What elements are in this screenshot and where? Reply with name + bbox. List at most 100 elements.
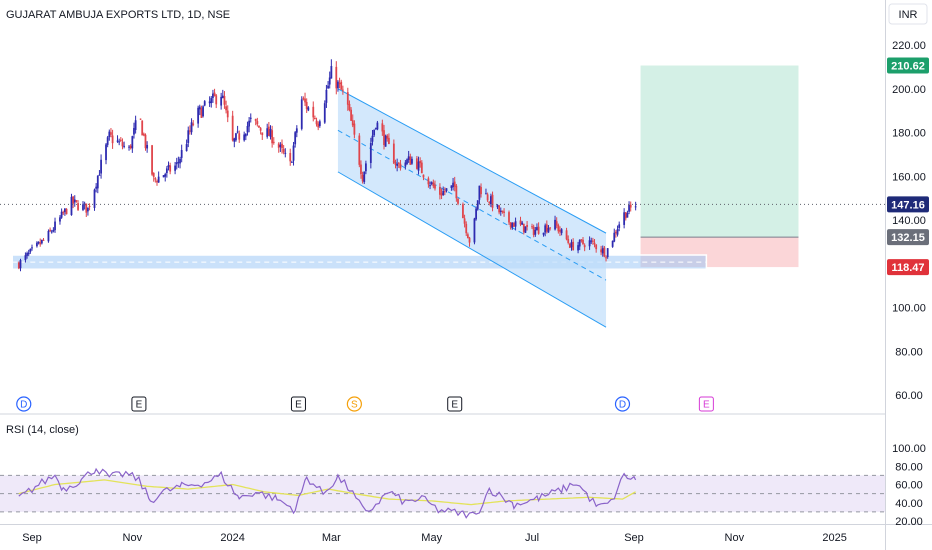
candle-body: [524, 226, 527, 233]
candle-body: [167, 165, 170, 168]
candle: [110, 128, 112, 138]
candle-body: [37, 241, 40, 244]
candle-body: [549, 227, 552, 229]
candle-body: [323, 103, 326, 123]
candle-body: [54, 221, 56, 231]
candle-body: [111, 135, 114, 144]
candle: [269, 125, 272, 140]
time-tick-label: May: [421, 532, 442, 544]
candle-body: [289, 152, 292, 162]
candle-body: [476, 200, 479, 210]
candle: [465, 221, 468, 237]
event-label: S: [351, 400, 358, 411]
candle-body: [593, 242, 596, 245]
candle-body: [340, 81, 343, 90]
candle-body: [87, 207, 89, 212]
candle-body: [259, 128, 262, 131]
candle-body: [139, 118, 142, 120]
candle: [476, 200, 479, 211]
candle: [475, 206, 477, 221]
candle-body: [267, 126, 270, 136]
candle-body: [496, 204, 499, 208]
candle-body: [129, 145, 132, 149]
candle: [302, 96, 305, 101]
candle-body: [110, 132, 112, 135]
candle: [371, 129, 374, 146]
candle: [422, 174, 425, 181]
candle-body: [318, 121, 321, 126]
rsi-axis[interactable]: 100.00 80.00 60.00 40.00 20.00: [892, 443, 926, 528]
candle-body: [261, 132, 264, 136]
candle-body: [358, 135, 361, 165]
candle-body: [82, 204, 84, 210]
candle-body: [499, 210, 502, 212]
candle: [246, 121, 249, 136]
candle: [279, 142, 282, 152]
price-axis[interactable]: 220.00 200.00 180.00 160.00 140.00 100.00 80.0…: [887, 40, 929, 402]
event-marker-e[interactable]: E: [447, 396, 463, 412]
price-tick-label: 80.00: [895, 346, 923, 358]
candle-body: [272, 141, 275, 143]
event-marker-e[interactable]: E: [290, 396, 306, 412]
event-marker-d[interactable]: D: [16, 396, 32, 412]
candle: [601, 245, 604, 257]
candle-body: [121, 142, 124, 147]
candle-body: [248, 120, 251, 127]
candle: [364, 160, 367, 175]
candle: [486, 192, 489, 202]
candle: [626, 210, 629, 218]
rsi-pane[interactable]: [0, 467, 885, 519]
candle: [399, 159, 402, 171]
candle-body: [601, 248, 604, 254]
candle: [63, 208, 66, 216]
candle: [290, 160, 293, 163]
candle-body: [106, 137, 109, 145]
candle: [588, 236, 591, 250]
time-tick-label: Nov: [725, 532, 745, 544]
candle-body: [62, 212, 65, 214]
event-marker-e[interactable]: E: [131, 396, 147, 412]
candle-body: [453, 181, 456, 187]
candle: [108, 129, 111, 141]
candle-body: [578, 239, 581, 247]
candle: [318, 119, 321, 128]
candle-body: [501, 210, 504, 213]
time-axis[interactable]: Sep Nov 2024 Mar May Jul Sep Nov 2025: [22, 532, 847, 544]
time-tick-label: Nov: [123, 532, 143, 544]
candle: [284, 148, 287, 158]
candle: [623, 208, 626, 229]
candle: [392, 139, 395, 165]
price-tick-label: 160.00: [892, 171, 926, 183]
candle: [267, 121, 270, 136]
candle-body: [123, 145, 126, 147]
candle: [328, 71, 331, 89]
event-marker-d[interactable]: D: [614, 396, 631, 412]
candle-body: [307, 107, 310, 111]
candle: [545, 220, 548, 234]
candle-body: [603, 247, 606, 257]
candle-body: [210, 98, 213, 104]
candle-body: [439, 186, 441, 195]
candle: [618, 221, 621, 232]
candle: [24, 252, 27, 263]
channel-lower-line: [337, 171, 607, 328]
candle-body: [361, 174, 364, 182]
event-marker-s[interactable]: S: [346, 396, 362, 412]
candle: [177, 156, 180, 168]
candle-body: [221, 95, 224, 99]
candle-body: [629, 204, 632, 208]
event-marker-e[interactable]: E: [698, 396, 714, 412]
candle: [272, 137, 275, 145]
candle-body: [392, 143, 395, 164]
candle: [37, 241, 40, 245]
event-label: E: [295, 400, 302, 411]
candle-body: [348, 103, 351, 111]
candle-body: [133, 128, 135, 135]
currency-button[interactable]: INR: [888, 3, 928, 25]
candle: [258, 125, 260, 129]
candle: [429, 181, 431, 190]
price-pane[interactable]: [0, 59, 885, 328]
candle-body: [202, 106, 204, 117]
